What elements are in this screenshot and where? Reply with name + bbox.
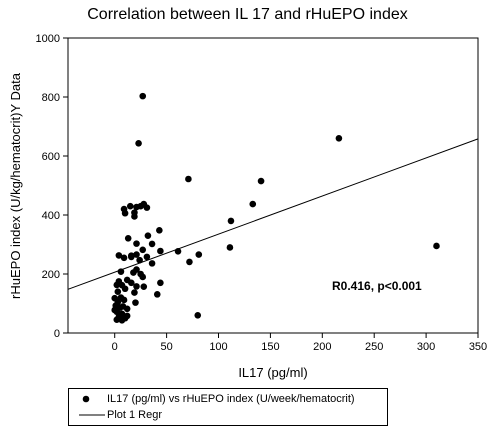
x-axis-ticks: 0 50 100 150 200 250 300 350 (112, 333, 487, 353)
x-tick-label: 150 (261, 341, 279, 353)
data-point-55 (120, 296, 128, 304)
plot-area-frame (67, 37, 479, 334)
data-point-18 (124, 235, 132, 242)
data-point-28 (133, 251, 140, 258)
data-point-3 (185, 175, 192, 183)
data-point-50 (114, 288, 122, 296)
data-point-20 (148, 240, 156, 248)
data-point-19 (133, 240, 140, 247)
data-point-0 (139, 92, 147, 100)
data-point-9 (126, 202, 134, 210)
data-point-14 (121, 209, 129, 217)
y-tick-label: 400 (42, 210, 60, 222)
data-point-24 (157, 247, 164, 255)
x-tick-label: 50 (160, 341, 172, 353)
data-point-10 (143, 204, 151, 211)
data-point-32 (143, 253, 151, 261)
data-point-43 (128, 279, 135, 287)
y-tick-label: 0 (54, 328, 60, 340)
data-point-45 (113, 281, 121, 289)
data-point-29 (115, 252, 123, 259)
data-point-11 (227, 217, 235, 225)
x-tick-label: 300 (417, 341, 435, 353)
chart-title: Correlation between IL 17 and rHuEPO ind… (87, 6, 408, 23)
legend: IL17 (pg/ml) vs rHuEPO index (U/week/hem… (68, 388, 388, 426)
data-point-17 (144, 232, 152, 239)
data-point-30 (120, 254, 128, 262)
data-point-4 (257, 177, 265, 185)
data-point-48 (140, 283, 148, 290)
data-point-40 (139, 273, 147, 281)
data-point-49 (121, 285, 129, 293)
data-point-44 (157, 279, 164, 287)
data-point-21 (433, 242, 440, 250)
x-tick-label: 250 (365, 341, 383, 353)
data-point-26 (195, 251, 203, 258)
data-point-1 (135, 140, 142, 147)
data-point-68 (113, 316, 121, 324)
data-point-22 (226, 244, 234, 251)
regression-line (67, 138, 479, 290)
data-point-57 (132, 299, 139, 306)
data-point-23 (139, 246, 147, 254)
data-points (111, 92, 440, 324)
x-tick-label: 0 (112, 341, 118, 353)
filled-circle-icon (82, 395, 90, 403)
data-point-52 (153, 291, 161, 298)
x-tick-label: 100 (209, 341, 227, 353)
data-point-38 (130, 269, 137, 276)
x-tick-label: 200 (313, 341, 331, 353)
y-axis-label: rHuEPO index (U/kg/hematocrit)Y Data (8, 72, 23, 299)
regression-layer (67, 138, 479, 290)
y-axis-ticks: 0 200 400 600 800 1000 (36, 33, 68, 340)
data-point-8 (133, 203, 140, 211)
data-point-34 (186, 258, 193, 266)
y-tick-label: 200 (42, 269, 60, 281)
data-point-2 (335, 135, 343, 142)
legend-label-scatter: IL17 (pg/ml) vs rHuEPO index (U/week/hem… (107, 393, 355, 405)
y-tick-label: 600 (42, 151, 60, 163)
data-point-47 (133, 283, 140, 290)
data-point-51 (131, 289, 138, 296)
correlation-annotation: R0.416, p<0.001 (332, 279, 422, 293)
data-point-25 (174, 247, 182, 255)
data-point-66 (194, 312, 202, 319)
data-point-70 (121, 314, 129, 322)
x-axis-label: IL17 (pg/ml) (238, 365, 307, 380)
data-point-61 (123, 305, 131, 313)
data-point-63 (113, 308, 121, 316)
data-point-16 (156, 227, 163, 234)
data-point-5 (249, 200, 257, 208)
data-point-37 (117, 268, 125, 275)
data-point-35 (148, 260, 156, 267)
data-point-15 (131, 213, 138, 220)
y-tick-label: 1000 (36, 33, 60, 45)
data-point-31 (128, 253, 135, 261)
line-icon (79, 414, 105, 416)
x-tick-label: 350 (469, 341, 487, 353)
legend-label-regression: Plot 1 Regr (107, 409, 163, 421)
data-point-33 (136, 256, 143, 264)
y-tick-label: 800 (42, 92, 60, 104)
